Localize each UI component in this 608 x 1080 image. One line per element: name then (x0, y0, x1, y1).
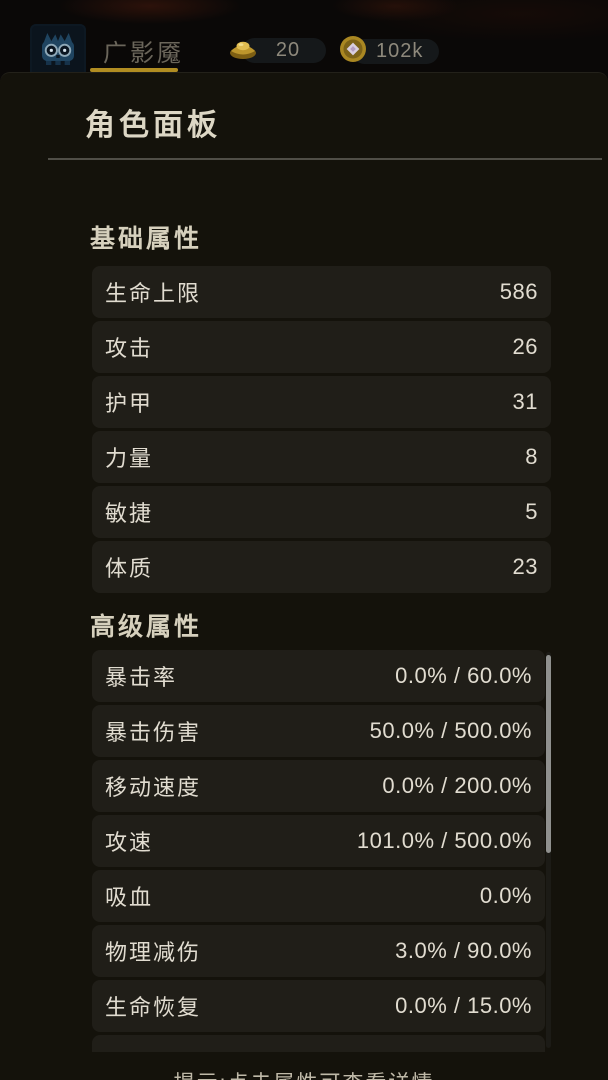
attribute-value: 586 (499, 279, 538, 304)
attribute-label: 生命恢复 (105, 995, 202, 1020)
attribute-label: 移动速度 (105, 775, 202, 800)
section-heading-advanced: 高级属性 (90, 613, 203, 641)
attribute-label: 体质 (105, 556, 154, 581)
top-bar: 广影魇 20 (0, 0, 608, 78)
attribute-label: 护甲 (105, 391, 154, 416)
attribute-label: 攻击 (105, 336, 154, 361)
gold-ingot-icon (228, 36, 258, 65)
attribute-value: 5 (525, 499, 538, 524)
attribute-row-crit-rate[interactable]: 暴击率 0.0% / 60.0% (92, 650, 545, 702)
attribute-value: 8 (525, 444, 538, 469)
attribute-value: 50.0% / 500.0% (369, 718, 532, 743)
attribute-value: 23 (512, 554, 538, 579)
player-avatar[interactable] (30, 24, 86, 78)
attribute-label: 暴击率 (105, 665, 178, 690)
attribute-row-attack-speed[interactable]: 攻速 101.0% / 500.0% (92, 815, 545, 867)
attribute-row-partial[interactable] (92, 1035, 545, 1052)
creature-avatar-icon (36, 29, 80, 74)
scrollbar-track[interactable] (546, 652, 551, 1048)
attribute-value: 0.0% / 15.0% (395, 993, 532, 1018)
attribute-row-physical-reduction[interactable]: 物理减伤 3.0% / 90.0% (92, 925, 545, 977)
currency-gems[interactable]: 102k (338, 34, 440, 69)
attribute-value: 3.0% / 90.0% (395, 938, 532, 963)
character-panel: 角色面板 基础属性 生命上限 586 攻击 26 护甲 31 力量 8 敏捷 5 (0, 72, 608, 1080)
basic-attributes-list: 生命上限 586 攻击 26 护甲 31 力量 8 敏捷 5 体质 23 (92, 266, 551, 593)
attribute-row-agility[interactable]: 敏捷 5 (92, 486, 551, 538)
player-name-label: 广影魇 (103, 40, 184, 67)
attribute-value: 0.0% (479, 883, 532, 908)
page-title: 角色面板 (85, 109, 221, 142)
attribute-row-move-speed[interactable]: 移动速度 0.0% / 200.0% (92, 760, 545, 812)
attribute-row-constitution[interactable]: 体质 23 (92, 541, 551, 593)
attribute-row-max-hp[interactable]: 生命上限 586 (92, 266, 551, 318)
attribute-value: 0.0% / 60.0% (395, 663, 532, 688)
attribute-label: 生命上限 (105, 281, 202, 306)
attribute-row-strength[interactable]: 力量 8 (92, 431, 551, 483)
attribute-label: 吸血 (105, 885, 154, 910)
attribute-value: 101.0% / 500.0% (356, 828, 532, 853)
advanced-attributes-scroll[interactable]: 暴击率 0.0% / 60.0% 暴击伤害 50.0% / 500.0% 移动速… (92, 650, 551, 1052)
section-heading-basic: 基础属性 (90, 225, 203, 253)
tab-player-name[interactable]: 广影魇 (90, 33, 184, 72)
attribute-label: 暴击伤害 (105, 720, 202, 745)
currency-gold[interactable]: 20 (228, 36, 326, 65)
attribute-label: 物理减伤 (105, 940, 202, 965)
currency-gems-value: 102k (352, 39, 440, 64)
attribute-row-lifesteal[interactable]: 吸血 0.0% (92, 870, 545, 922)
scrollbar-thumb[interactable] (546, 655, 551, 853)
attribute-value: 31 (512, 389, 538, 414)
title-divider (48, 158, 602, 160)
attribute-value: 0.0% / 200.0% (382, 773, 532, 798)
gem-coin-icon (338, 34, 368, 69)
attribute-row-armor[interactable]: 护甲 31 (92, 376, 551, 428)
attribute-label: 敏捷 (105, 501, 154, 526)
attribute-row-hp-regen[interactable]: 生命恢复 0.0% / 15.0% (92, 980, 545, 1032)
attribute-value: 26 (512, 334, 538, 359)
advanced-attributes-list: 暴击率 0.0% / 60.0% 暴击伤害 50.0% / 500.0% 移动速… (92, 650, 545, 1052)
attribute-label: 力量 (105, 446, 154, 471)
currency-gold-value: 20 (242, 38, 326, 63)
attribute-row-attack[interactable]: 攻击 26 (92, 321, 551, 373)
attribute-row-crit-damage[interactable]: 暴击伤害 50.0% / 500.0% (92, 705, 545, 757)
attribute-label: 攻速 (105, 830, 154, 855)
tip-text: 提示:点击属性可查看详情 (0, 1067, 608, 1080)
active-tab-indicator (90, 68, 178, 72)
